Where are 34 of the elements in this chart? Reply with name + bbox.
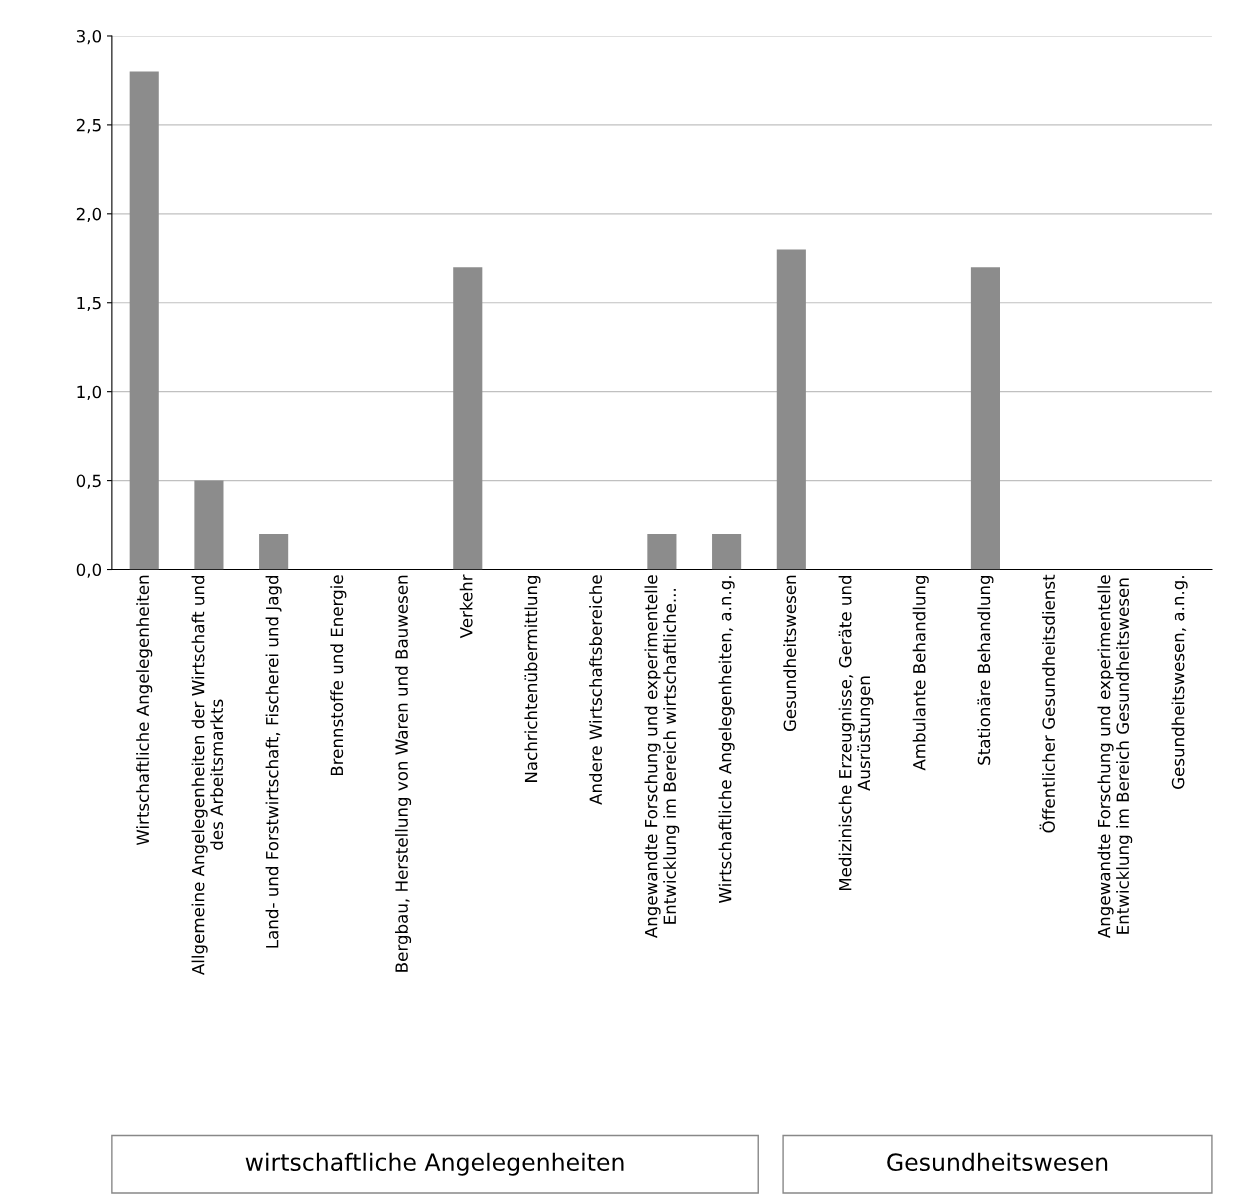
x-tick-label: Bergbau, Herstellung von Waren und Bauwesen [395,575,412,972]
y-tick-label: 0,0 [76,563,102,578]
x-tick-label: Angewandte Forschung und experimentelle Entwicklung im Bereich wirtschaftliche... [644,575,680,939]
x-tick-label: Andere Wirtschaftsbereiche [589,575,603,805]
x-tick-label: Gesundheitswesen [783,575,797,732]
bar [647,533,677,570]
bar [453,267,483,570]
y-tick-label: 1,0 [77,385,102,400]
bar [712,533,742,570]
x-tick-label: Wirtschaftliche Angelegenheiten, a.n.g. [718,576,735,903]
x-tick-label: Wirtschaftliche Angelegenheiten [136,575,153,846]
x-tick-label: Stationäre Behandlung [977,575,994,765]
y-tick-label: 1,5 [77,296,101,312]
bar [259,533,289,570]
y-tick-label: 0,5 [76,474,101,489]
x-tick-label: Verkehr [459,574,473,639]
x-tick-label: Angewandte Forschung und experimentelle Entwicklung im Bereich Gesundheitswesen [1097,575,1133,939]
bar [970,267,1000,570]
text: Gesundheitswesen [887,1152,1108,1172]
bar [194,480,224,570]
x-tick-label: Brennstoffe und Energie [330,575,347,776]
x-tick-label: Ambulante Behandlung [912,575,929,771]
y-tick-label: 3,0 [76,29,102,45]
x-tick-label: Gesundheitswesen, a.n.g. [1171,576,1188,789]
x-tick-label: Öffentlicher Gesundheitsdienst [1039,574,1055,833]
y-tick-label: 2,0 [76,207,102,223]
bar [776,249,806,570]
x-tick-label: Nachrichtenübermittlung [524,575,541,782]
x-tick-label: Medizinische Erzeugnisse, Geräte und Ausrüstungen [838,575,874,891]
text: wirtschaftliche Angelegenheiten [245,1152,624,1176]
y-tick-label: 2,5 [76,118,101,134]
bar [129,71,159,570]
x-tick-label: Allgemeine Angelegenheiten der Wirtschaft und des Arbeitsmarkts [191,575,224,976]
x-tick-label: Land- und Forstwirtschaft, Fischerei und Jagd [265,575,282,948]
